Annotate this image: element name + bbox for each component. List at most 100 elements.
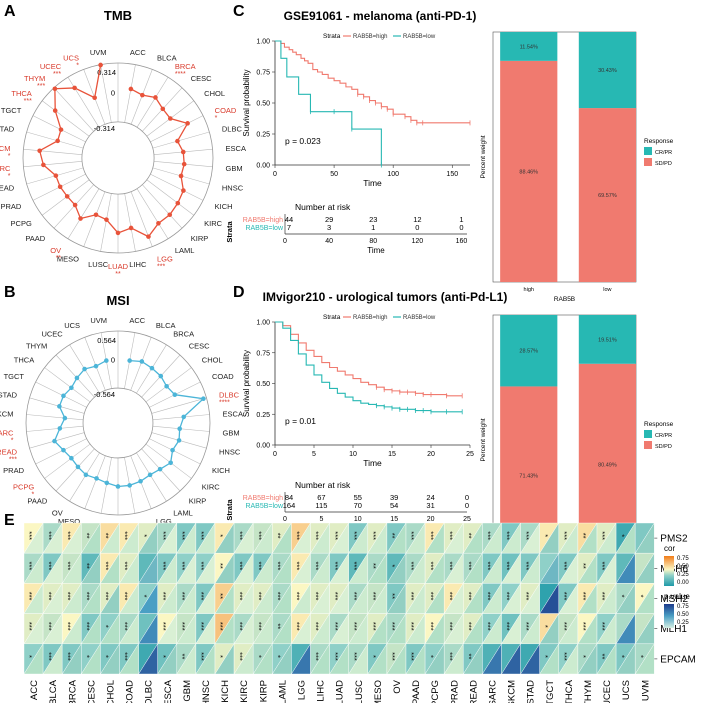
- heat-star: ***: [484, 592, 493, 601]
- heat-star: ***: [407, 592, 416, 601]
- radar-label-esca: ESCA: [226, 144, 246, 153]
- heat-star: ***: [484, 531, 493, 540]
- panel-letter-d: D: [233, 284, 245, 301]
- risk-count: 0: [415, 223, 419, 232]
- radar-max-label: 0.314: [97, 68, 116, 77]
- heat-col-label: PCPG: [430, 680, 441, 703]
- panel-letter-e: E: [4, 512, 15, 529]
- radar-spoke: [145, 443, 192, 479]
- radar-point-cesc: [160, 106, 166, 112]
- radar-spoke: [152, 131, 210, 149]
- radar-label-paad: PAAD: [27, 497, 47, 506]
- heat-star: ***: [293, 531, 302, 540]
- heat-row-label: EPCAM: [660, 654, 696, 665]
- risk-count: 7: [287, 223, 291, 232]
- heat-col-label: UCS: [621, 680, 632, 700]
- heat-star: *: [617, 655, 626, 658]
- radar-point-dlbc: [201, 396, 206, 402]
- radar-label-lihc: LIHC: [129, 260, 147, 269]
- radar-point-ucs: [93, 363, 99, 369]
- heat-star: ***: [350, 592, 359, 601]
- risk-row-label: RAB5B=low: [245, 503, 283, 510]
- risk-time-label: 25: [463, 516, 471, 523]
- radar-label-brca: BRCA: [173, 330, 194, 339]
- msi-title: MSI: [106, 293, 129, 308]
- radar-point-chol: [164, 383, 169, 389]
- heat-star: *: [159, 655, 168, 658]
- risk-time-label: 40: [325, 238, 333, 245]
- radar-label-esca: ESCA: [223, 409, 243, 418]
- radar-point-acc: [128, 86, 134, 92]
- risk-table-gse91061: Number at risk Strata RAB5B=high 44 29 23 12 1 R…: [225, 202, 467, 255]
- radar-point-stad: [55, 138, 60, 144]
- heat-star: ***: [426, 562, 435, 571]
- heat-star: **: [579, 533, 588, 539]
- heat-star: ***: [407, 562, 416, 571]
- heat-star: *: [541, 534, 550, 537]
- radar-spoke: [35, 381, 87, 408]
- radar-spoke: [55, 448, 95, 492]
- radar-point-lgg: [146, 234, 151, 239]
- radar-spoke: [26, 425, 84, 432]
- radar-sig-ucs: *: [76, 62, 79, 69]
- heat-col-label: ACC: [29, 680, 40, 700]
- radar-spoke: [53, 87, 94, 132]
- heat-col-label: BLCA: [48, 679, 59, 703]
- radar-label-kirp: KIRP: [191, 234, 209, 243]
- radar-point-uvm: [104, 358, 109, 363]
- heat-star: ***: [350, 652, 359, 661]
- radar-label-hnsc: HNSC: [222, 184, 244, 193]
- radar-spoke: [151, 397, 207, 414]
- heat-star: ***: [63, 562, 72, 571]
- heat-star: ***: [178, 622, 187, 631]
- heat-star: **: [274, 623, 283, 629]
- bar-segment-crpr-low: [578, 315, 636, 364]
- km-legend-label: RAB5B=high: [353, 315, 388, 321]
- heat-star: ***: [445, 592, 454, 601]
- risk-count: 84: [285, 493, 293, 502]
- heat-star: ***: [388, 652, 397, 661]
- risk-count: 67: [317, 493, 325, 502]
- radar-mid-label: 0: [111, 88, 115, 97]
- radar-point-tgct: [61, 393, 66, 399]
- risk-count: 1: [371, 223, 375, 232]
- km-x-tick-label: 50: [330, 171, 338, 178]
- heat-col-label: LUSC: [354, 680, 365, 703]
- heat-star: ***: [63, 592, 72, 601]
- radar-sig-thca: ***: [24, 98, 32, 105]
- radar-label-thym: THYM: [24, 74, 45, 83]
- heat-star: ***: [312, 592, 321, 601]
- radar-label-meso: MESO: [58, 517, 80, 526]
- radar-label-laml: LAML: [175, 246, 195, 255]
- heat-star: ***: [350, 562, 359, 571]
- radar-label-tgct: TGCT: [1, 106, 22, 115]
- heat-star: ***: [560, 592, 569, 601]
- radar-spoke: [124, 193, 136, 252]
- risk-time-label: 0: [283, 238, 287, 245]
- risk-time-label: 0: [283, 516, 287, 523]
- radar-point-ov: [83, 472, 89, 478]
- risk-time-label: 20: [427, 516, 435, 523]
- heat-col-label: LAML: [277, 680, 288, 703]
- radar-point-esca: [181, 414, 187, 420]
- radar-spoke: [100, 193, 112, 252]
- cor-legend-tick: 0.00: [677, 580, 689, 586]
- radar-spoke: [29, 432, 85, 449]
- cor-legend-title: cor: [664, 544, 675, 553]
- heat-star: ***: [560, 652, 569, 661]
- heat-star: ***: [102, 592, 111, 601]
- radar-label-ov: OV: [52, 508, 63, 517]
- heat-col-label: PAAD: [411, 680, 422, 703]
- heat-star: **: [388, 533, 397, 539]
- km-plot-gse91061: 0.00 0.25 0.50 0.75 1.00 0 50 100 150 Time Surviva…: [242, 33, 471, 188]
- risk-count: 31: [426, 501, 434, 510]
- heat-star: **: [598, 654, 607, 660]
- panel-letter-c: C: [233, 3, 245, 20]
- radar-point-laml: [156, 221, 161, 226]
- radar-label-ov: OV: [50, 246, 61, 255]
- heat-star: ***: [522, 531, 531, 540]
- radar-label-kirc: KIRC: [202, 482, 221, 491]
- heat-col-label: THYM: [583, 680, 594, 703]
- heat-col-label: SKCM: [507, 680, 518, 703]
- radar-label-thca: THCA: [11, 89, 31, 98]
